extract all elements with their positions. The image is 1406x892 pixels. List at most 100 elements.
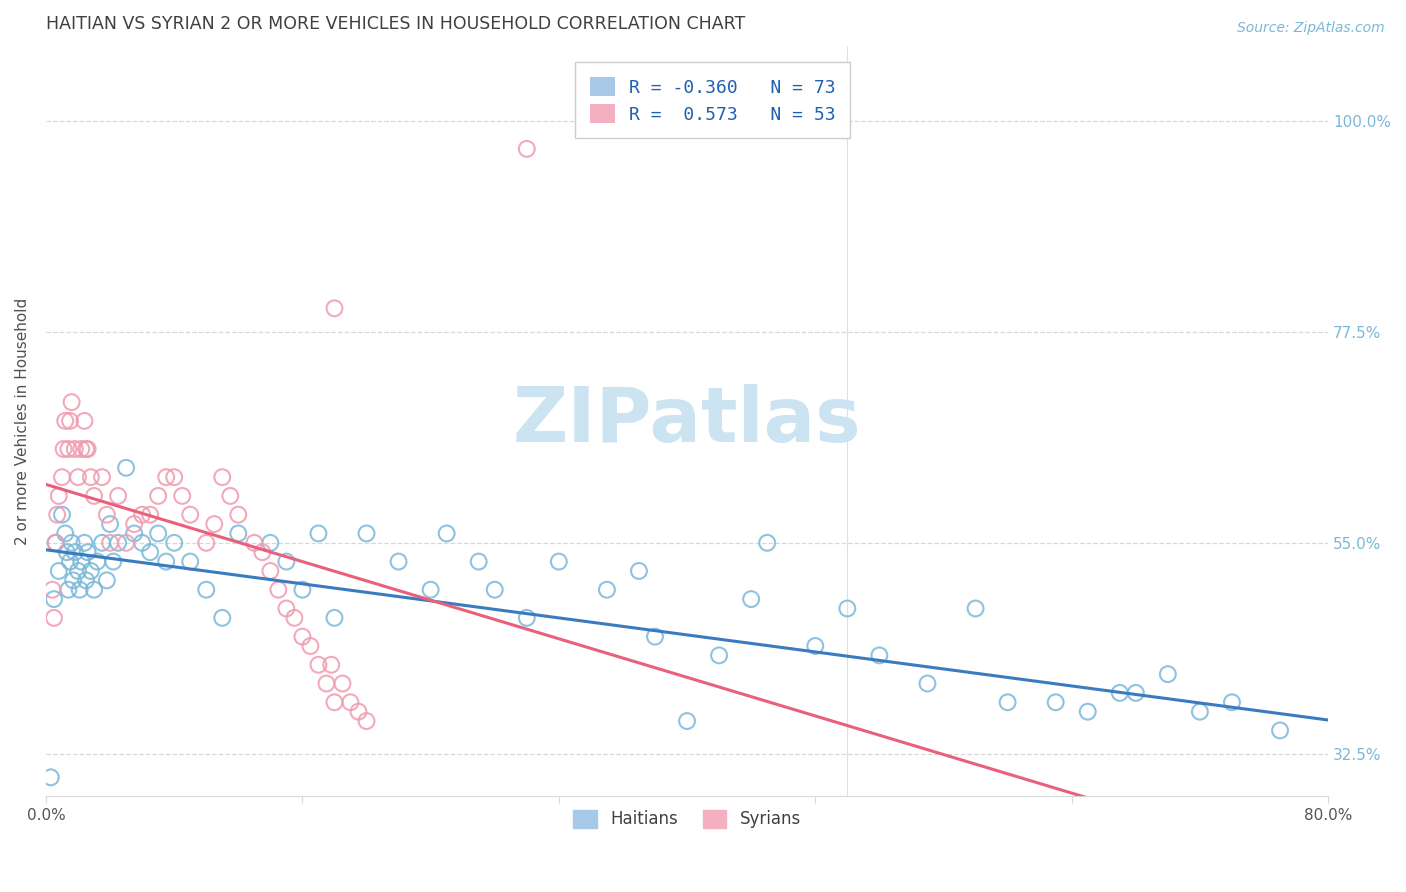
Point (58, 442, 80, 456)
Point (115, 536, 138, 550)
Point (596, 582, 619, 597)
Point (98, 517, 121, 532)
Point (259, 536, 281, 550)
Point (1077, 705, 1099, 719)
Point (75, 442, 97, 456)
Point (66, 470, 89, 484)
Point (436, 526, 458, 541)
Point (419, 582, 441, 597)
Point (1220, 695, 1243, 709)
Point (52, 442, 75, 456)
Point (547, 555, 569, 569)
Text: Source: ZipAtlas.com: Source: ZipAtlas.com (1237, 21, 1385, 35)
Point (259, 564, 281, 578)
Point (58, 582, 80, 597)
Point (347, 705, 370, 719)
Point (315, 676, 337, 690)
Text: ZIPatlas: ZIPatlas (513, 384, 862, 458)
Point (299, 639, 322, 653)
Point (202, 517, 225, 532)
Point (756, 536, 779, 550)
Point (96, 574, 118, 588)
Point (965, 601, 987, 615)
Point (42, 611, 65, 625)
Point (172, 489, 194, 503)
Text: HAITIAN VS SYRIAN 2 OR MORE VEHICLES IN HOUSEHOLD CORRELATION CHART: HAITIAN VS SYRIAN 2 OR MORE VEHICLES IN … (46, 15, 745, 33)
Point (516, 611, 538, 625)
Point (163, 470, 186, 484)
Point (122, 526, 145, 541)
Point (83, 489, 105, 503)
Point (131, 536, 153, 550)
Point (837, 601, 859, 615)
Point (627, 564, 650, 578)
Point (91, 536, 114, 550)
Point (155, 470, 177, 484)
Point (226, 508, 249, 522)
Point (122, 517, 145, 532)
Point (323, 301, 346, 316)
Point (60, 395, 83, 409)
Point (53, 414, 76, 428)
Point (1268, 723, 1291, 738)
Point (219, 489, 242, 503)
Point (139, 508, 162, 522)
Point (48, 564, 70, 578)
Point (387, 555, 409, 569)
Point (63, 442, 86, 456)
Point (139, 545, 162, 559)
Point (226, 526, 249, 541)
Point (63, 545, 86, 559)
Point (917, 676, 939, 690)
Point (56, 545, 79, 559)
Point (195, 582, 218, 597)
Point (46, 508, 69, 522)
Point (676, 714, 699, 728)
Point (195, 536, 218, 550)
Point (69, 582, 91, 597)
Point (179, 555, 201, 569)
Point (146, 526, 169, 541)
Point (51, 470, 73, 484)
Point (467, 555, 489, 569)
Y-axis label: 2 or more Vehicles in Household: 2 or more Vehicles in Household (15, 297, 30, 544)
Point (59, 414, 82, 428)
Point (76, 442, 98, 456)
Point (91, 470, 114, 484)
Point (1108, 686, 1130, 700)
Point (60, 536, 83, 550)
Point (291, 582, 314, 597)
Point (307, 526, 329, 541)
Point (323, 611, 346, 625)
Point (66, 564, 89, 578)
Point (332, 676, 354, 690)
Point (356, 714, 378, 728)
Point (484, 582, 506, 597)
Point (307, 657, 329, 672)
Point (155, 555, 177, 569)
Point (276, 555, 298, 569)
Point (73, 414, 96, 428)
Point (73, 536, 96, 550)
Point (1157, 667, 1180, 681)
Point (243, 536, 266, 550)
Point (131, 508, 153, 522)
Point (76, 545, 98, 559)
Point (51, 508, 73, 522)
Point (96, 508, 118, 522)
Point (115, 460, 138, 475)
Point (267, 582, 290, 597)
Point (291, 630, 314, 644)
Point (75, 574, 97, 588)
Point (80, 470, 103, 484)
Legend: Haitians, Syrians: Haitians, Syrians (565, 801, 808, 837)
Point (98, 536, 121, 550)
Point (321, 657, 343, 672)
Point (252, 545, 274, 559)
Point (107, 536, 129, 550)
Point (42, 592, 65, 607)
Point (868, 648, 890, 663)
Point (1188, 705, 1211, 719)
Point (179, 508, 201, 522)
Point (83, 582, 105, 597)
